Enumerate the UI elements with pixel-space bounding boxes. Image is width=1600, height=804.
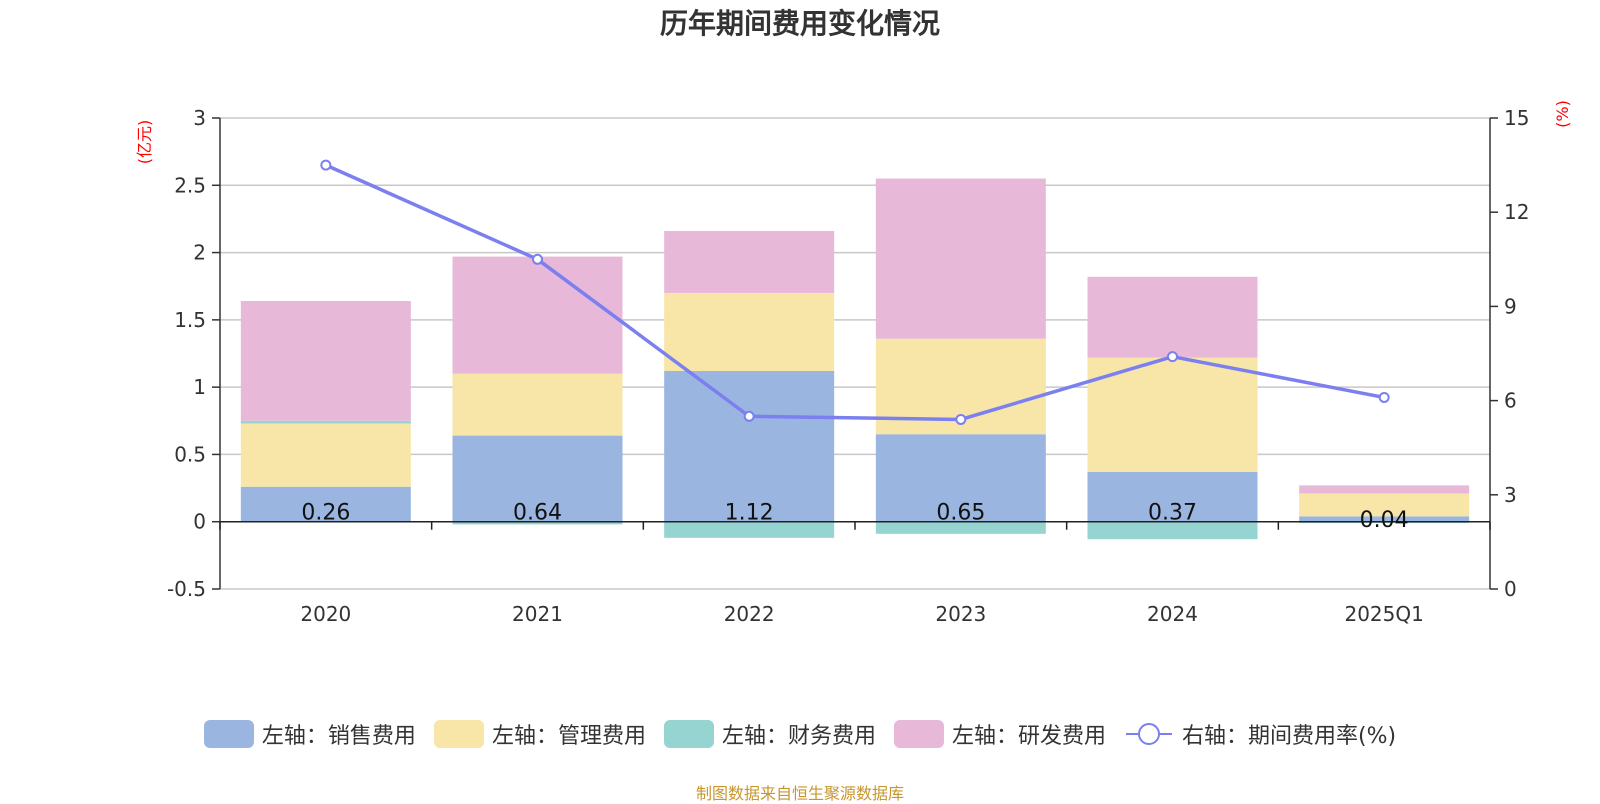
rate-point [532,253,543,265]
bar-rd-2025Q1 [1299,485,1470,494]
data-label-sales: 0.04 [1360,508,1409,533]
legend-label: 右轴：期间费用率(%) [1181,724,1397,749]
left-unit-label: (亿元) [135,120,154,165]
legend-item-finance[interactable]: 左轴：财务费用 [663,718,876,750]
axis-layer: -0.5 0 0.5 1 1.5 2 2.5 3 0 3 6 9 12 15 2020 2021 2022 202… [135,100,1572,626]
data-label-sales: 0.64 [513,501,562,526]
bar-rd-2021 [452,256,623,374]
legend-swatch-sales [203,720,254,748]
right-tick-label: 3 [1504,483,1517,507]
bar-finance-2022 [664,521,835,538]
bar-rd-2020 [240,301,411,421]
right-tick-label: 0 [1504,577,1517,601]
rate-line [325,163,1385,422]
left-tick-label: 2.5 [174,173,206,197]
category-label: 2022 [724,602,775,626]
rate-point [320,159,332,171]
legend-item-admin[interactable]: 左轴：管理费用 [433,718,646,750]
bar-finance-2024 [1087,521,1258,540]
data-label-sales: 0.37 [1148,501,1197,526]
line-layer [320,159,1390,425]
left-tick-label: 1 [193,375,206,399]
category-label: 2023 [935,602,986,626]
rate-point [743,410,755,422]
bar-admin-2021 [452,373,623,436]
bar-sales-2023 [875,434,1046,522]
bar-finance-2021 [452,521,623,525]
bar-layer [240,178,1470,540]
legend-swatch-rd [893,720,944,748]
rate-point [1378,391,1390,403]
rate-point [1167,351,1178,363]
source-note: 制图数据来自恒生聚源数据库 [695,784,904,803]
legend-label: 左轴：财务费用 [721,724,876,749]
right-unit-label: (%) [1553,100,1572,128]
bar-sales-2021 [452,435,623,522]
legend-item-rd[interactable]: 左轴：研发费用 [893,718,1106,750]
category-label: 2025Q1 [1344,602,1423,626]
legend-item-rate[interactable]: 右轴：期间费用率(%) [1124,718,1396,750]
right-tick-label: 9 [1504,294,1517,318]
left-tick-label: 0 [193,510,206,534]
legend-label: 左轴：销售费用 [261,724,416,749]
left-tick-label: 3 [193,106,206,130]
bar-sales-2024 [1087,471,1258,522]
label-layer: 0.26 0.64 1.12 0.65 0.37 0.04 [301,501,1408,533]
category-label: 2020 [300,602,351,626]
legend-item-sales[interactable]: 左轴：销售费用 [203,718,416,750]
legend: 左轴：销售费用 左轴：管理费用 左轴：财务费用 左轴：研发费用 右轴：期间费用率(%) [0,718,1600,750]
bar-sales-2020 [240,486,411,522]
category-label: 2024 [1147,602,1198,626]
rate-point [955,413,967,425]
legend-label: 左轴：研发费用 [951,724,1106,749]
right-tick-label: 15 [1504,106,1529,130]
right-tick-label: 6 [1504,389,1517,413]
bar-admin-2022 [664,292,835,371]
data-label-sales: 0.65 [936,501,985,526]
bar-rd-2024 [1087,276,1258,358]
legend-label: 左轴：管理费用 [491,724,646,749]
left-tick-label: 1.5 [174,308,206,332]
left-tick-label: 0.5 [174,442,206,466]
legend-swatch-rate [1125,723,1172,745]
data-label-sales: 0.26 [301,501,350,526]
bar-finance-2020 [240,420,411,424]
chart-title: 历年期间费用变化情况 [659,7,940,40]
bar-finance-2023 [875,521,1046,534]
data-label-sales: 1.12 [725,501,774,526]
bar-sales-2022 [664,370,835,522]
bar-rd-2022 [664,231,835,293]
bar-sales-2025Q1 [1299,516,1470,522]
bar-admin-2024 [1087,357,1258,472]
left-tick-label: 2 [193,241,206,265]
bar-admin-2025Q1 [1299,493,1470,517]
left-tick-label: -0.5 [167,577,206,601]
legend-swatch-finance [663,720,714,748]
right-tick-label: 12 [1504,200,1529,224]
bar-rd-2023 [875,178,1046,339]
bar-admin-2020 [240,423,411,487]
legend-swatch-admin [433,720,484,748]
category-label: 2021 [512,602,563,626]
